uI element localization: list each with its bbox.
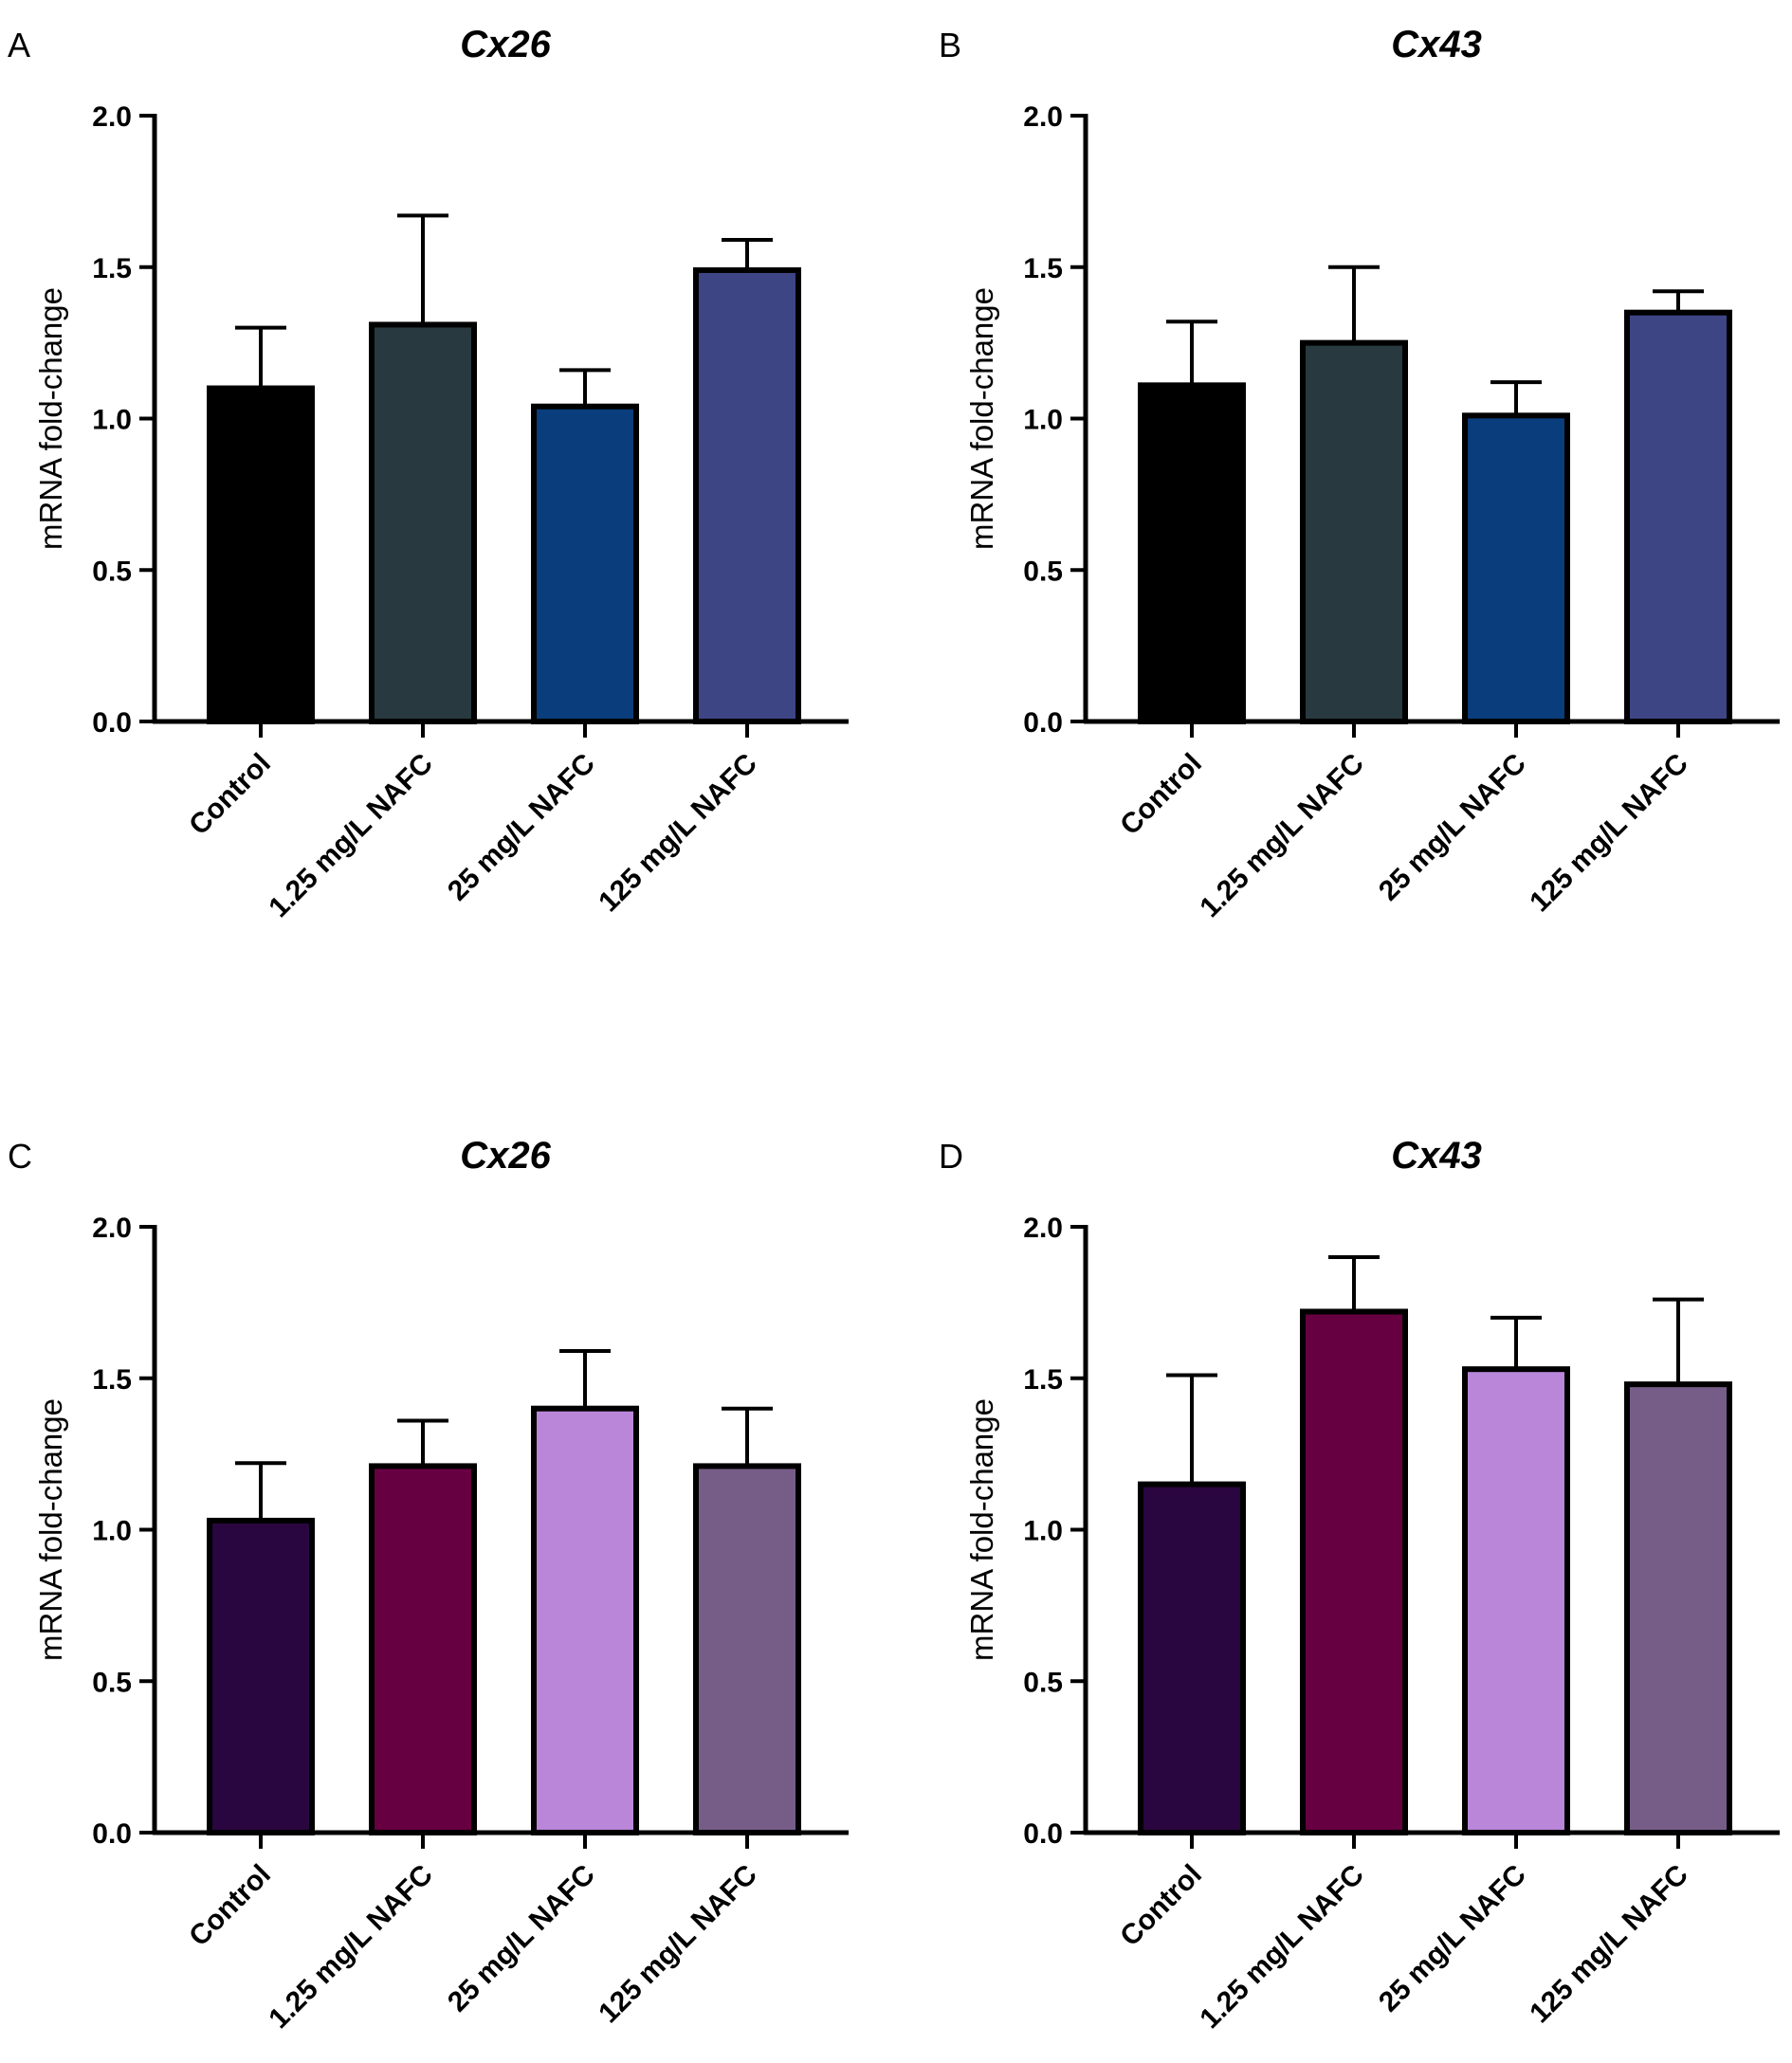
- chart-panel-a: A Cx26 mRNA fold-change 0.0 0.5 1.0 1.5 2.0 Cont…: [8, 24, 849, 923]
- y-tick-label: 1.0: [92, 405, 132, 436]
- y-tick-label: 2.0: [1023, 1213, 1063, 1244]
- x-tick-label: 25 mg/L NAFC: [442, 748, 601, 907]
- x-tick-label: 25 mg/L NAFC: [1373, 1859, 1532, 2018]
- x-tick-label: 125 mg/L NAFC: [593, 748, 763, 919]
- y-tick-label: 1.5: [92, 253, 132, 284]
- y-tick-label: 0.0: [1023, 1818, 1063, 1850]
- x-tick-label: Control: [1114, 748, 1208, 842]
- y-tick-label: 2.0: [1023, 101, 1063, 133]
- y-axis-label: mRNA fold-change: [33, 287, 68, 550]
- bar: [207, 1517, 315, 1835]
- chart-title: Cx43: [1391, 24, 1482, 65]
- x-tick-label: 1.25 mg/L NAFC: [263, 748, 439, 924]
- y-axis-label: mRNA fold-change: [964, 1398, 999, 1661]
- x-tick-label: 25 mg/L NAFC: [442, 1859, 601, 2018]
- chart-title: Cx43: [1391, 1135, 1482, 1177]
- bar: [369, 321, 477, 724]
- x-tick-label: Control: [1114, 1859, 1208, 1953]
- y-tick-label: 0.5: [1023, 1667, 1063, 1698]
- bar: [1462, 1366, 1570, 1835]
- chart-panel-b: B Cx43 mRNA fold-change 0.0 0.5 1.0 1.5 2.0 Cont…: [939, 24, 1780, 923]
- panel-letter: B: [939, 26, 961, 64]
- chart-title: Cx26: [460, 24, 551, 65]
- chart-panel-d: D Cx43 mRNA fold-change 0.0 0.5 1.0 1.5 2.0 Cont…: [939, 1135, 1780, 2035]
- bar: [1624, 309, 1732, 724]
- bar: [1462, 412, 1570, 724]
- bar: [1624, 1381, 1732, 1835]
- bar: [531, 403, 639, 724]
- panel-letter: D: [939, 1137, 963, 1176]
- bar: [207, 385, 315, 724]
- bar: [1300, 339, 1408, 724]
- chart-panel-c: C Cx26 mRNA fold-change 0.0 0.5 1.0 1.5 2.0 Cont…: [8, 1135, 849, 2035]
- x-tick-label: 1.25 mg/L NAFC: [1194, 748, 1370, 924]
- x-tick-label: Control: [183, 1859, 277, 1953]
- chart-title: Cx26: [460, 1135, 551, 1177]
- y-tick-label: 1.5: [1023, 1364, 1063, 1396]
- bar: [531, 1405, 639, 1835]
- x-tick-label: 1.25 mg/L NAFC: [263, 1859, 439, 2036]
- y-tick-label: 2.0: [92, 101, 132, 133]
- x-tick-label: Control: [183, 748, 277, 842]
- x-tick-label: 125 mg/L NAFC: [1524, 1859, 1694, 2030]
- y-tick-label: 0.5: [92, 556, 132, 587]
- y-tick-label: 1.0: [92, 1516, 132, 1547]
- y-tick-label: 0.0: [92, 707, 132, 739]
- x-tick-label: 25 mg/L NAFC: [1373, 748, 1532, 907]
- y-tick-label: 0.5: [1023, 556, 1063, 587]
- y-tick-label: 1.0: [1023, 405, 1063, 436]
- y-tick-label: 0.0: [1023, 707, 1063, 739]
- y-tick-label: 0.0: [92, 1818, 132, 1850]
- bar: [369, 1463, 477, 1835]
- y-tick-label: 2.0: [92, 1213, 132, 1244]
- y-axis-label: mRNA fold-change: [964, 287, 999, 550]
- bar: [1138, 1481, 1246, 1835]
- bar: [1300, 1308, 1408, 1835]
- bar: [1138, 382, 1246, 724]
- y-tick-label: 1.5: [1023, 253, 1063, 284]
- bar: [693, 1463, 801, 1835]
- y-axis-label: mRNA fold-change: [33, 1398, 68, 1661]
- x-tick-label: 125 mg/L NAFC: [1524, 748, 1694, 919]
- panel-letter: A: [8, 26, 30, 64]
- y-tick-label: 1.5: [92, 1364, 132, 1396]
- x-tick-label: 1.25 mg/L NAFC: [1194, 1859, 1370, 2036]
- x-tick-label: 125 mg/L NAFC: [593, 1859, 763, 2030]
- bar: [693, 266, 801, 724]
- y-tick-label: 0.5: [92, 1667, 132, 1698]
- y-tick-label: 1.0: [1023, 1516, 1063, 1547]
- panel-letter: C: [8, 1137, 32, 1176]
